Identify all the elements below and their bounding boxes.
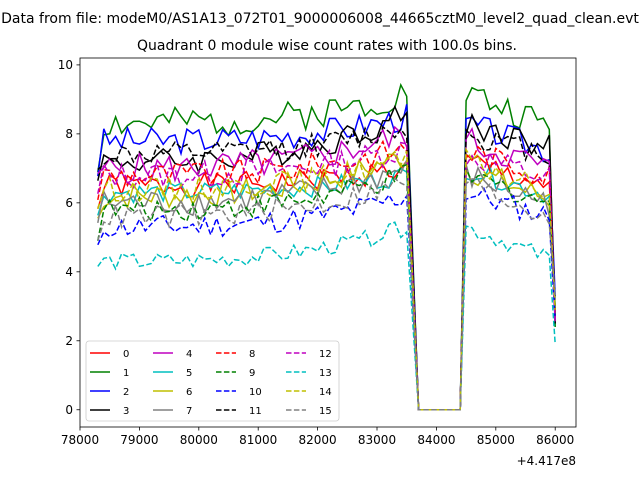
series-line-10 — [97, 186, 556, 411]
legend-label-1: 1 — [123, 368, 129, 379]
x-tick-label: 82000 — [299, 433, 337, 447]
series-line-11 — [97, 125, 556, 411]
series-line-15 — [97, 177, 556, 411]
series-line-1 — [97, 82, 556, 411]
legend-label-14: 14 — [319, 387, 332, 398]
legend-label-3: 3 — [123, 406, 129, 417]
series-line-4 — [97, 125, 556, 411]
series-line-2 — [97, 104, 556, 411]
series-line-5 — [97, 163, 556, 411]
y-tick-label: 8 — [65, 127, 73, 141]
legend-label-9: 9 — [249, 368, 255, 379]
plot-area — [97, 82, 556, 411]
x-tick-label: 79000 — [120, 433, 158, 447]
legend-label-12: 12 — [319, 349, 332, 360]
legend-label-0: 0 — [123, 349, 129, 360]
x-tick-label: 80000 — [180, 433, 218, 447]
series-line-9 — [97, 163, 556, 411]
y-tick-label: 10 — [58, 58, 73, 72]
series-line-14 — [97, 146, 556, 411]
legend-label-4: 4 — [186, 349, 192, 360]
x-tick-label: 86000 — [536, 433, 574, 447]
series-line-12 — [97, 141, 556, 411]
x-tick-label: 83000 — [358, 433, 396, 447]
legend-label-15: 15 — [319, 406, 332, 417]
legend-label-10: 10 — [249, 387, 262, 398]
legend-label-13: 13 — [319, 368, 332, 379]
y-tick-label: 2 — [65, 334, 73, 348]
x-tick-label: 84000 — [417, 433, 455, 447]
x-offset-label: +4.417e8 — [517, 454, 576, 468]
legend-box — [85, 340, 340, 422]
figure-suptitle: Data from file: modeM0/AS1A13_072T01_900… — [1, 11, 639, 27]
legend-label-6: 6 — [186, 387, 192, 398]
axes-frame — [79, 57, 577, 428]
series-line-3 — [97, 104, 556, 411]
legend-label-5: 5 — [186, 368, 192, 379]
x-tick-label: 81000 — [239, 433, 277, 447]
legend-label-8: 8 — [249, 349, 255, 360]
x-tick-label: 78000 — [61, 433, 99, 447]
y-tick-label: 0 — [65, 403, 73, 417]
chart-title: Quadrant 0 module wise count rates with … — [137, 38, 517, 54]
legend-label-7: 7 — [186, 406, 192, 417]
axes: 78000 79000 80000 81000 82000 83000 84000 85000… — [58, 57, 577, 447]
x-tick-label: 85000 — [477, 433, 515, 447]
legend-label-2: 2 — [123, 387, 129, 398]
series-line-13 — [97, 221, 556, 411]
y-tick-label: 4 — [65, 265, 73, 279]
y-tick-label: 6 — [65, 196, 73, 210]
legend-label-11: 11 — [249, 406, 262, 417]
